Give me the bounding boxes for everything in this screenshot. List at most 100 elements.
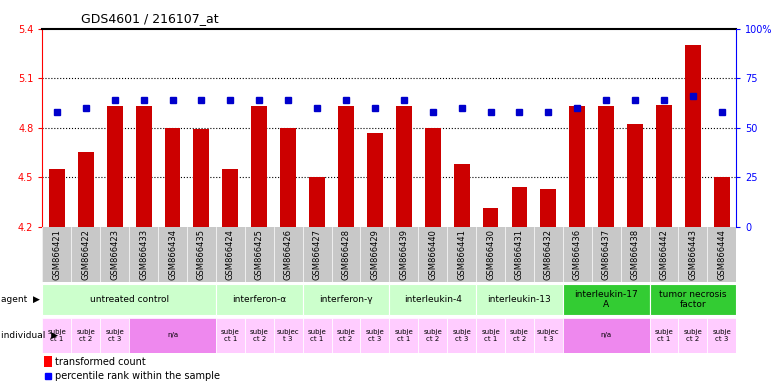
Bar [453, 164, 470, 227]
Text: GSM866435: GSM866435 [197, 229, 206, 280]
Text: GSM866443: GSM866443 [689, 229, 698, 280]
Bar [649, 318, 678, 353]
Bar [42, 318, 71, 353]
Bar [483, 209, 499, 227]
Text: individual  ▶: individual ▶ [1, 331, 58, 339]
Bar [302, 284, 389, 315]
Bar [563, 318, 649, 353]
Text: GSM866439: GSM866439 [399, 229, 409, 280]
Text: interleukin-13: interleukin-13 [487, 295, 551, 304]
Text: subjec
t 3: subjec t 3 [537, 329, 560, 341]
Text: subje
ct 3: subje ct 3 [453, 329, 471, 341]
Text: interferon-γ: interferon-γ [319, 295, 373, 304]
Bar [302, 318, 332, 353]
Text: subje
ct 1: subje ct 1 [48, 329, 66, 341]
Bar [129, 318, 216, 353]
Bar [714, 177, 730, 227]
Text: interferon-α: interferon-α [232, 295, 286, 304]
Text: subje
ct 2: subje ct 2 [76, 329, 95, 341]
Text: subje
ct 2: subje ct 2 [684, 329, 702, 341]
Bar [309, 177, 325, 227]
Bar [194, 129, 210, 227]
Bar [136, 106, 152, 227]
Text: subje
ct 1: subje ct 1 [481, 329, 500, 341]
Text: n/a: n/a [167, 332, 178, 338]
Text: GSM866429: GSM866429 [370, 229, 379, 280]
Text: GSM866438: GSM866438 [631, 229, 640, 280]
Bar [534, 318, 563, 353]
Bar [49, 169, 65, 227]
Text: subje
ct 2: subje ct 2 [250, 329, 268, 341]
Bar [106, 106, 123, 227]
Text: GSM866421: GSM866421 [52, 229, 62, 280]
Text: GSM866433: GSM866433 [139, 229, 148, 280]
Bar [649, 284, 736, 315]
Bar [627, 124, 643, 227]
Bar [396, 106, 412, 227]
Bar [42, 284, 216, 315]
Text: n/a: n/a [601, 332, 611, 338]
Text: GSM866426: GSM866426 [284, 229, 293, 280]
Text: subje
ct 3: subje ct 3 [365, 329, 384, 341]
Text: subje
ct 2: subje ct 2 [423, 329, 442, 341]
Text: GSM866440: GSM866440 [428, 229, 437, 280]
Text: subje
ct 1: subje ct 1 [221, 329, 240, 341]
Text: GSM866434: GSM866434 [168, 229, 177, 280]
Bar [476, 318, 505, 353]
Bar [251, 106, 268, 227]
Text: GSM866428: GSM866428 [342, 229, 351, 280]
Bar [447, 318, 476, 353]
Bar [222, 169, 238, 227]
Bar [360, 318, 389, 353]
Text: GSM866427: GSM866427 [312, 229, 322, 280]
Text: subje
ct 1: subje ct 1 [308, 329, 326, 341]
Bar [511, 187, 527, 227]
Text: GSM866431: GSM866431 [515, 229, 524, 280]
Text: GSM866436: GSM866436 [573, 229, 582, 280]
Text: subje
ct 3: subje ct 3 [106, 329, 124, 341]
Bar [476, 284, 563, 315]
Bar [685, 45, 701, 227]
Bar [418, 318, 447, 353]
Bar [78, 152, 94, 227]
Text: GSM866422: GSM866422 [81, 229, 90, 280]
Bar [216, 318, 244, 353]
Bar [164, 128, 180, 227]
Text: GSM866432: GSM866432 [544, 229, 553, 280]
Text: GSM866424: GSM866424 [226, 229, 235, 280]
Bar [389, 318, 418, 353]
Text: percentile rank within the sample: percentile rank within the sample [55, 371, 220, 381]
Text: subje
ct 2: subje ct 2 [337, 329, 355, 341]
Bar [338, 106, 354, 227]
Bar [100, 318, 129, 353]
Text: GSM866423: GSM866423 [110, 229, 120, 280]
Text: subje
ct 1: subje ct 1 [655, 329, 673, 341]
Bar [540, 189, 557, 227]
Text: subjec
t 3: subjec t 3 [277, 329, 299, 341]
Bar [244, 318, 274, 353]
Text: subje
ct 3: subje ct 3 [712, 329, 731, 341]
Bar [708, 318, 736, 353]
Bar [332, 318, 360, 353]
Text: tumor necrosis
factor: tumor necrosis factor [659, 290, 727, 309]
Text: subje
ct 2: subje ct 2 [510, 329, 529, 341]
Bar [678, 318, 708, 353]
Bar [656, 104, 672, 227]
Text: GSM866441: GSM866441 [457, 229, 466, 280]
Text: GSM866430: GSM866430 [486, 229, 495, 280]
Text: untreated control: untreated control [89, 295, 169, 304]
Bar [216, 284, 302, 315]
Bar [569, 106, 585, 227]
Text: GSM866444: GSM866444 [717, 229, 726, 280]
Bar [598, 106, 614, 227]
Bar [71, 318, 100, 353]
Text: interleukin-17
A: interleukin-17 A [574, 290, 638, 309]
Bar [274, 318, 302, 353]
Bar [367, 132, 383, 227]
Text: GSM866425: GSM866425 [254, 229, 264, 280]
Text: GDS4601 / 216107_at: GDS4601 / 216107_at [81, 12, 219, 25]
Text: subje
ct 1: subje ct 1 [395, 329, 413, 341]
Text: GSM866437: GSM866437 [601, 229, 611, 280]
Bar [280, 128, 296, 227]
Bar [389, 284, 476, 315]
